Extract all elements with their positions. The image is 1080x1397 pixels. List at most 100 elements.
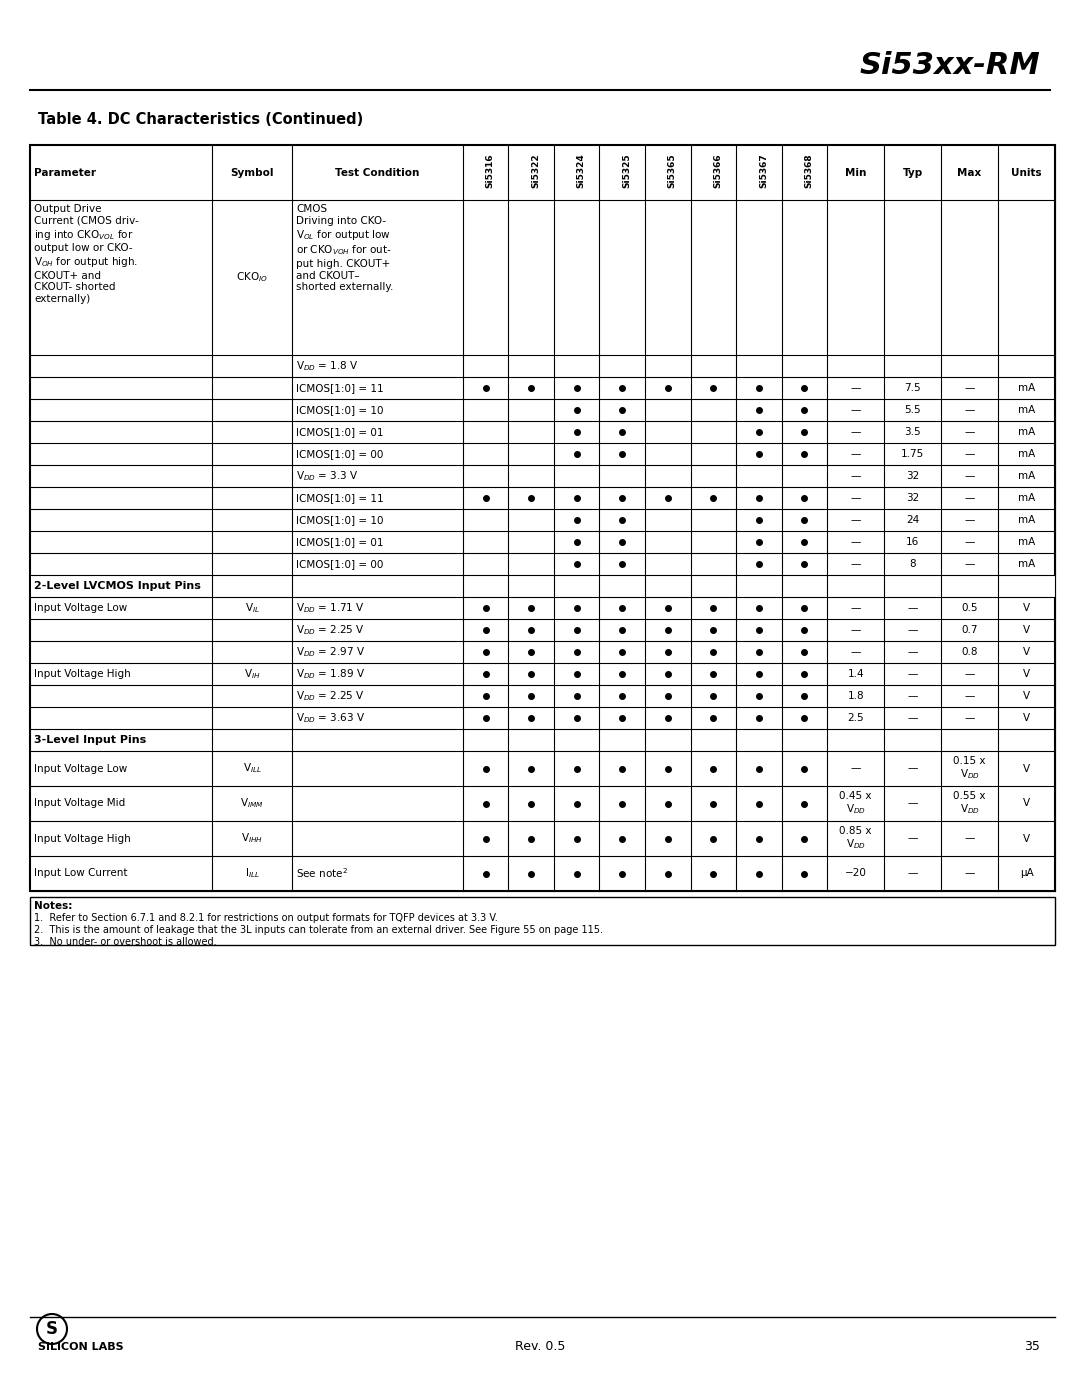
Text: V: V bbox=[1023, 764, 1030, 774]
Text: —: — bbox=[851, 427, 861, 437]
Text: ICMOS[1:0] = 10: ICMOS[1:0] = 10 bbox=[296, 515, 383, 525]
Text: mA: mA bbox=[1018, 405, 1035, 415]
Text: Max: Max bbox=[958, 168, 982, 177]
Text: ICMOS[1:0] = 11: ICMOS[1:0] = 11 bbox=[296, 383, 383, 393]
Text: 0.5: 0.5 bbox=[961, 604, 977, 613]
Text: I$_{ILL}$: I$_{ILL}$ bbox=[244, 866, 259, 880]
Text: —: — bbox=[851, 448, 861, 460]
Text: V$_{IMM}$: V$_{IMM}$ bbox=[240, 796, 264, 810]
Text: SILICON LABS: SILICON LABS bbox=[38, 1343, 123, 1352]
Text: 35: 35 bbox=[1024, 1341, 1040, 1354]
Text: —: — bbox=[851, 383, 861, 393]
Text: V$_{ILL}$: V$_{ILL}$ bbox=[243, 761, 261, 775]
Text: —: — bbox=[964, 448, 975, 460]
Text: Si5322: Si5322 bbox=[531, 154, 540, 187]
Text: —: — bbox=[964, 712, 975, 724]
Text: V$_{DD}$ = 2.25 V: V$_{DD}$ = 2.25 V bbox=[296, 623, 365, 637]
Text: —: — bbox=[907, 764, 918, 774]
Text: —: — bbox=[907, 692, 918, 701]
Text: mA: mA bbox=[1018, 515, 1035, 525]
Text: CKO$_{IO}$: CKO$_{IO}$ bbox=[237, 271, 268, 285]
Text: V: V bbox=[1023, 647, 1030, 657]
Text: —: — bbox=[851, 515, 861, 525]
Text: V$_{DD}$ = 1.8 V: V$_{DD}$ = 1.8 V bbox=[296, 359, 359, 373]
Text: Si5365: Si5365 bbox=[667, 154, 677, 187]
Text: V: V bbox=[1023, 834, 1030, 844]
Text: 2.  This is the amount of leakage that the 3L inputs can tolerate from an extern: 2. This is the amount of leakage that th… bbox=[33, 925, 603, 935]
Text: μA: μA bbox=[1020, 869, 1034, 879]
Text: V$_{DD}$ = 3.3 V: V$_{DD}$ = 3.3 V bbox=[296, 469, 359, 483]
Text: ICMOS[1:0] = 01: ICMOS[1:0] = 01 bbox=[296, 427, 383, 437]
Text: mA: mA bbox=[1018, 559, 1035, 569]
Text: V$_{DD}$ = 1.71 V: V$_{DD}$ = 1.71 V bbox=[296, 601, 365, 615]
Text: ICMOS[1:0] = 00: ICMOS[1:0] = 00 bbox=[296, 559, 383, 569]
Text: —: — bbox=[964, 692, 975, 701]
Text: 16: 16 bbox=[906, 536, 919, 548]
Text: mA: mA bbox=[1018, 471, 1035, 481]
Text: 32: 32 bbox=[906, 471, 919, 481]
Text: 0.8: 0.8 bbox=[961, 647, 977, 657]
Text: —: — bbox=[907, 647, 918, 657]
Text: 5.5: 5.5 bbox=[904, 405, 921, 415]
Text: 1.  Refer to Section 6.7.1 and 8.2.1 for restrictions on output formats for TQFP: 1. Refer to Section 6.7.1 and 8.2.1 for … bbox=[33, 914, 498, 923]
Text: 1.75: 1.75 bbox=[901, 448, 924, 460]
Text: —: — bbox=[964, 515, 975, 525]
Text: —: — bbox=[907, 669, 918, 679]
Text: V: V bbox=[1023, 624, 1030, 636]
Text: —: — bbox=[907, 604, 918, 613]
Text: 3-Level Input Pins: 3-Level Input Pins bbox=[33, 735, 146, 745]
Text: See note$^2$: See note$^2$ bbox=[296, 866, 348, 880]
Text: —: — bbox=[964, 669, 975, 679]
Text: mA: mA bbox=[1018, 536, 1035, 548]
Text: V$_{DD}$ = 2.25 V: V$_{DD}$ = 2.25 V bbox=[296, 689, 365, 703]
Text: 3.  No under- or overshoot is allowed.: 3. No under- or overshoot is allowed. bbox=[33, 937, 217, 947]
Text: —: — bbox=[907, 799, 918, 809]
Text: —: — bbox=[964, 493, 975, 503]
Text: V: V bbox=[1023, 669, 1030, 679]
Text: —: — bbox=[851, 764, 861, 774]
Text: 0.45 x
V$_{DD}$: 0.45 x V$_{DD}$ bbox=[839, 791, 872, 816]
Text: Si53xx-RM: Si53xx-RM bbox=[860, 50, 1040, 80]
Text: 2-Level LVCMOS Input Pins: 2-Level LVCMOS Input Pins bbox=[33, 581, 201, 591]
Bar bbox=[30, 576, 1054, 597]
Text: —: — bbox=[964, 869, 975, 879]
Bar bbox=[30, 145, 1055, 891]
Text: 8: 8 bbox=[909, 559, 916, 569]
Text: Si5367: Si5367 bbox=[759, 154, 768, 187]
Text: 1.8: 1.8 bbox=[848, 692, 864, 701]
Text: —: — bbox=[907, 712, 918, 724]
Text: —: — bbox=[851, 559, 861, 569]
Text: Table 4. DC Characteristics (Continued): Table 4. DC Characteristics (Continued) bbox=[38, 113, 363, 127]
Text: —: — bbox=[907, 624, 918, 636]
Bar bbox=[30, 897, 1055, 944]
Text: Si5324: Si5324 bbox=[577, 154, 585, 187]
Text: Input Low Current: Input Low Current bbox=[33, 869, 127, 879]
Text: Input Voltage High: Input Voltage High bbox=[33, 834, 131, 844]
Text: ICMOS[1:0] = 11: ICMOS[1:0] = 11 bbox=[296, 493, 383, 503]
Text: —: — bbox=[964, 383, 975, 393]
Text: Input Voltage Low: Input Voltage Low bbox=[33, 764, 127, 774]
Text: 7.5: 7.5 bbox=[904, 383, 921, 393]
Text: mA: mA bbox=[1018, 383, 1035, 393]
Text: ICMOS[1:0] = 10: ICMOS[1:0] = 10 bbox=[296, 405, 383, 415]
Text: —: — bbox=[851, 405, 861, 415]
Text: —: — bbox=[907, 869, 918, 879]
Text: Test Condition: Test Condition bbox=[335, 168, 419, 177]
Text: 0.15 x
V$_{DD}$: 0.15 x V$_{DD}$ bbox=[954, 756, 986, 781]
Text: Typ: Typ bbox=[903, 168, 922, 177]
Text: Parameter: Parameter bbox=[33, 168, 96, 177]
Text: V$_{DD}$ = 2.97 V: V$_{DD}$ = 2.97 V bbox=[296, 645, 365, 659]
Text: V: V bbox=[1023, 712, 1030, 724]
Text: −20: −20 bbox=[845, 869, 866, 879]
Text: 24: 24 bbox=[906, 515, 919, 525]
Text: S: S bbox=[46, 1320, 58, 1338]
Text: Input Voltage High: Input Voltage High bbox=[33, 669, 131, 679]
Text: V$_{DD}$ = 3.63 V: V$_{DD}$ = 3.63 V bbox=[296, 711, 365, 725]
Text: —: — bbox=[964, 471, 975, 481]
Text: Symbol: Symbol bbox=[230, 168, 274, 177]
Text: V$_{DD}$ = 1.89 V: V$_{DD}$ = 1.89 V bbox=[296, 668, 365, 680]
Text: Input Voltage Mid: Input Voltage Mid bbox=[33, 799, 125, 809]
Text: Si5368: Si5368 bbox=[805, 154, 813, 187]
Text: Notes:: Notes: bbox=[33, 901, 72, 911]
Text: V$_{IH}$: V$_{IH}$ bbox=[244, 668, 260, 680]
